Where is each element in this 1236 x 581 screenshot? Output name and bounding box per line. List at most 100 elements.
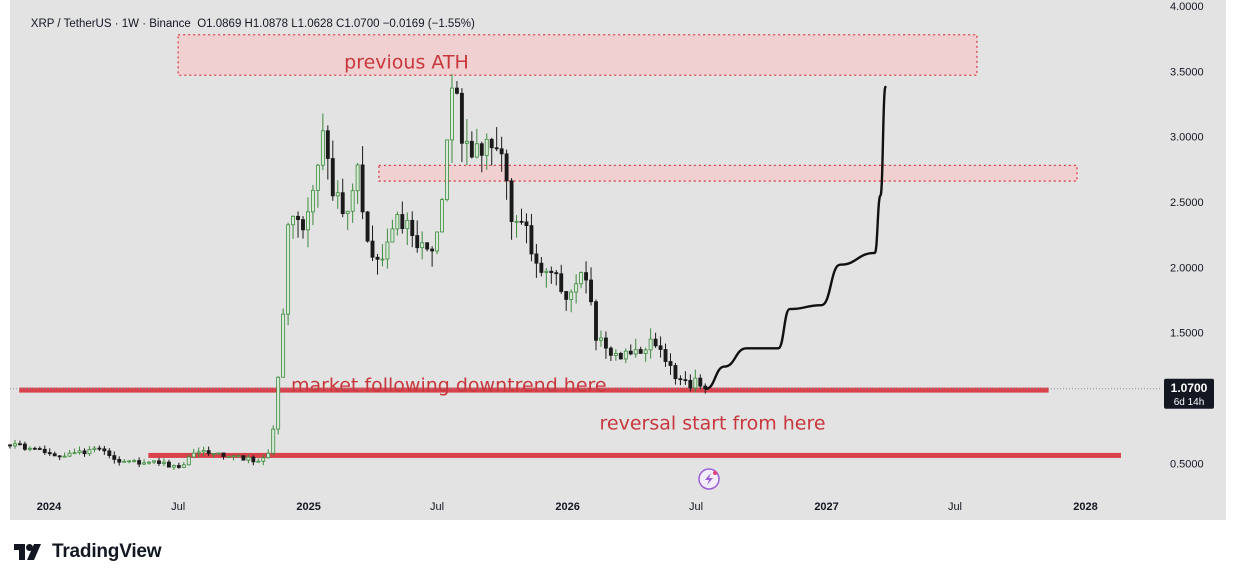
price-chart[interactable]: previous ATH market following downtrend h… bbox=[0, 0, 1236, 520]
candle-body bbox=[693, 377, 698, 389]
candle-body bbox=[653, 338, 658, 347]
candle-body bbox=[415, 235, 420, 249]
interval-label: 1W bbox=[121, 18, 140, 30]
candle-body bbox=[638, 349, 643, 354]
candle-body bbox=[509, 180, 514, 222]
candle-body bbox=[296, 215, 300, 221]
candle-body bbox=[405, 219, 410, 230]
candle-body bbox=[117, 459, 122, 463]
y-tick-label: 1.5000 bbox=[1170, 328, 1204, 340]
candle-body bbox=[127, 460, 132, 463]
annotation-text-2: market following downtrend here bbox=[291, 374, 607, 396]
candle-body bbox=[27, 447, 32, 450]
candle-body bbox=[599, 337, 603, 341]
close-value: C1.0700 bbox=[336, 18, 380, 30]
candle-body bbox=[261, 457, 266, 462]
candle-body bbox=[286, 224, 291, 315]
candle-body bbox=[370, 240, 375, 258]
candle-body bbox=[400, 214, 405, 230]
candle-body bbox=[549, 270, 554, 274]
candle-body bbox=[613, 353, 618, 356]
price-badge-countdown: 6d 14h bbox=[1174, 397, 1205, 408]
candle-body bbox=[584, 272, 589, 281]
candle-body bbox=[494, 147, 499, 150]
candle-body bbox=[559, 273, 564, 292]
candle-body bbox=[435, 231, 440, 252]
candle-body bbox=[306, 211, 310, 231]
candle-body bbox=[464, 140, 469, 144]
candle-body bbox=[196, 451, 201, 454]
candle-body bbox=[132, 460, 137, 462]
candle-body bbox=[489, 138, 494, 149]
candle-body bbox=[181, 464, 186, 468]
high-value: H1.0878 bbox=[244, 18, 289, 30]
candle-body bbox=[67, 452, 72, 457]
candle-body bbox=[13, 443, 17, 447]
candle-body bbox=[658, 345, 663, 350]
candle-body bbox=[688, 379, 693, 389]
candle-body bbox=[330, 158, 335, 197]
candle-body bbox=[301, 219, 305, 231]
annotation-text-3: reversal start from here bbox=[600, 412, 826, 434]
candle-body bbox=[142, 462, 147, 465]
y-tick-label: 2.5000 bbox=[1170, 197, 1204, 209]
candle-body bbox=[564, 291, 569, 300]
candle-body bbox=[455, 87, 459, 94]
candle-body bbox=[340, 192, 345, 214]
brand-name: TradingView bbox=[52, 541, 162, 562]
y-tick-label: 0.5000 bbox=[1170, 458, 1204, 470]
candle-body bbox=[37, 448, 42, 450]
candle-body bbox=[504, 153, 509, 182]
candle-body bbox=[544, 270, 549, 273]
candle-body bbox=[171, 465, 176, 468]
candle-body bbox=[375, 256, 380, 260]
candle-body bbox=[569, 291, 574, 300]
candle-body bbox=[162, 461, 166, 464]
candle-body bbox=[281, 313, 286, 378]
x-tick-label: Jul bbox=[689, 501, 703, 513]
candle-body bbox=[594, 301, 598, 341]
candle-body bbox=[683, 379, 688, 382]
support-line-2 bbox=[148, 452, 1121, 458]
candle-body bbox=[291, 215, 296, 226]
candle-body bbox=[236, 455, 241, 458]
candle-body bbox=[579, 272, 584, 285]
candle-body bbox=[628, 350, 633, 355]
tradingview-logo-icon bbox=[14, 544, 41, 560]
candle-body bbox=[380, 258, 385, 261]
candle-body bbox=[350, 190, 355, 212]
chart-area[interactable]: previous ATH market following downtrend h… bbox=[0, 0, 1236, 520]
candle-body bbox=[365, 211, 370, 242]
candle-body bbox=[440, 199, 444, 233]
candle-body bbox=[216, 452, 221, 455]
candle-body bbox=[102, 448, 107, 452]
candle-body bbox=[211, 453, 216, 455]
candle-body bbox=[310, 189, 315, 213]
candle-body bbox=[574, 283, 579, 293]
candle-body bbox=[191, 452, 196, 458]
candle-body bbox=[57, 455, 62, 458]
candle-body bbox=[112, 455, 117, 460]
candle-body bbox=[231, 455, 236, 458]
candle-body bbox=[251, 456, 256, 463]
candle-body bbox=[524, 221, 529, 227]
candle-body bbox=[425, 242, 430, 250]
candle-body bbox=[390, 228, 395, 243]
event-icon-dot bbox=[713, 471, 717, 475]
candle-body bbox=[469, 140, 474, 158]
candle-body bbox=[608, 347, 613, 356]
candle-body bbox=[360, 164, 365, 213]
candle-body bbox=[355, 164, 360, 192]
candle-body bbox=[42, 448, 47, 453]
candle-body bbox=[32, 447, 37, 450]
candle-body bbox=[484, 138, 489, 156]
candle-body bbox=[241, 455, 246, 461]
x-tick-label: Jul bbox=[430, 501, 444, 513]
x-tick-label: 2025 bbox=[296, 501, 320, 513]
x-tick-label: 2028 bbox=[1073, 501, 1097, 513]
candle-body bbox=[82, 450, 87, 455]
candle-body bbox=[450, 87, 454, 141]
candle-body bbox=[186, 456, 191, 466]
candle-body bbox=[335, 192, 340, 197]
candle-body bbox=[107, 450, 112, 457]
